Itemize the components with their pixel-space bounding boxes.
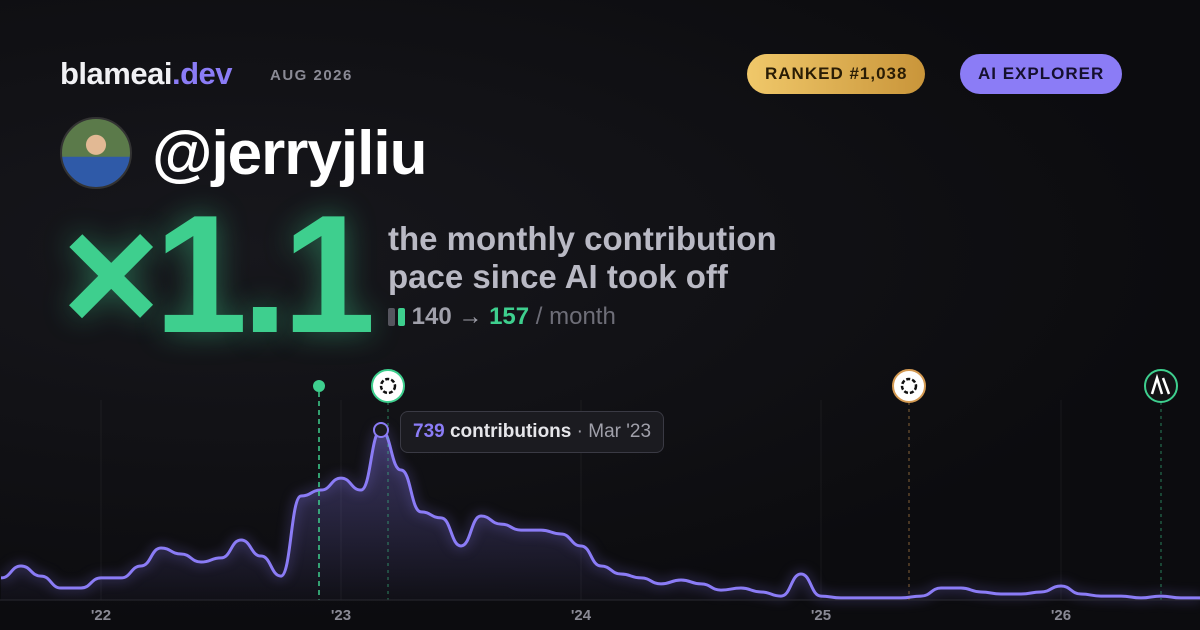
date: AUG 2026 — [270, 67, 353, 84]
x-tick-label: '24 — [571, 607, 592, 624]
icon — [388, 308, 395, 326]
tooltip-date: Mar '23 — [588, 421, 652, 442]
before: 140 — [411, 303, 452, 330]
openai-marker — [892, 369, 926, 403]
arrow: → — [458, 303, 483, 330]
multiplier: ×1.1 — [62, 180, 376, 368]
tooltip-value: 739 — [413, 421, 445, 442]
highlight-point — [373, 422, 389, 438]
stats: 140 → 157 / month — [388, 303, 616, 331]
x-tick-label: '25 — [811, 607, 831, 624]
brand-name: blameai — [60, 56, 172, 91]
avatar — [60, 117, 132, 189]
description: the monthly contribution — [388, 220, 777, 257]
brand-tld: .dev — [171, 56, 233, 91]
x-tick-label: '23 — [331, 607, 351, 624]
description: pace since AI took off — [388, 258, 728, 295]
anthropic-marker — [1144, 369, 1178, 403]
area — [1, 430, 1200, 600]
brand: blameai.dev — [60, 56, 232, 92]
tier-badge: AI EXPLORER — [960, 54, 1123, 94]
event-dot — [313, 380, 325, 392]
tooltip-separator: · — [576, 421, 583, 442]
after: 157 — [489, 303, 530, 330]
x-tick-label: '22 — [91, 607, 111, 624]
unit: / month — [535, 303, 616, 330]
tooltip: 739 contributions · Mar '23 — [400, 411, 665, 453]
rank-badge: RANKED #1,038 — [747, 54, 926, 94]
handle: @jerryjliu — [152, 119, 427, 188]
tooltip-label: contributions — [449, 421, 572, 442]
openai-marker — [371, 369, 405, 403]
x-tick-label: '26 — [1051, 607, 1071, 624]
line — [0, 428, 1200, 600]
icon — [398, 308, 405, 326]
